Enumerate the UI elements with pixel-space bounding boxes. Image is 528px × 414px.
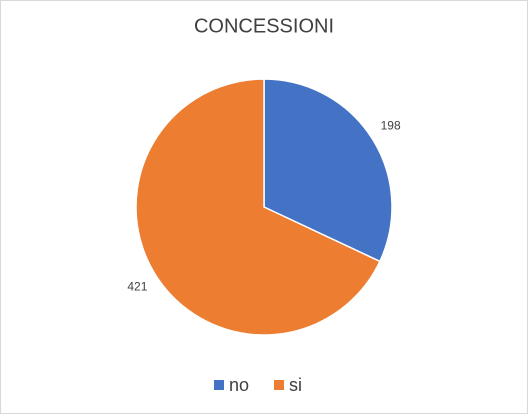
legend-swatch (214, 380, 224, 390)
pie-slice (135, 78, 381, 336)
pie-slice (263, 78, 393, 263)
data-label: 198 (381, 119, 401, 133)
data-label: 421 (127, 280, 147, 294)
legend-label: no (229, 375, 249, 395)
legend-swatch (274, 380, 284, 390)
chart-title: CONCESSIONI (194, 15, 334, 37)
legend-label: si (289, 375, 302, 395)
